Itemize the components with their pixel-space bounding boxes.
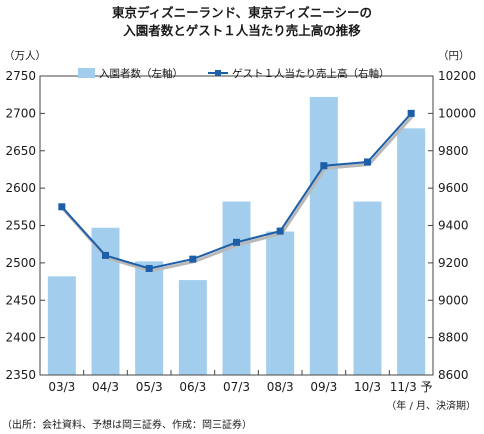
left-tick-label: 2500 — [5, 256, 36, 270]
right-tick-label: 9400 — [438, 219, 469, 233]
right-tick-label: 9200 — [438, 256, 469, 270]
left-tick-label: 2750 — [5, 69, 36, 83]
x-axis-note: （年 / 月、決済期） — [386, 399, 476, 412]
right-tick-label: 9000 — [438, 293, 469, 307]
x-tick-label: 07/3 — [223, 380, 250, 394]
bar-series — [47, 96, 426, 376]
right-tick-label: 9600 — [438, 181, 469, 195]
legend: 入園者数（左軸） ゲスト１人当たり売上高（右軸） — [78, 67, 390, 80]
bar — [353, 201, 382, 375]
bar — [91, 227, 120, 375]
left-tick-label: 2650 — [5, 144, 36, 158]
line-point — [320, 162, 328, 170]
line-point — [145, 264, 153, 272]
right-axis-ticks: 8600 8800 9000 9200 9400 9600 9800 10000 10200 — [428, 69, 476, 382]
line-point — [102, 251, 109, 259]
left-tick-label: 2550 — [5, 219, 36, 233]
left-tick-label: 2700 — [5, 106, 36, 120]
left-axis-unit: （万人） — [4, 50, 46, 62]
legend-bar-swatch — [78, 68, 95, 78]
x-tick-label: 10/3 — [354, 380, 381, 394]
line-point — [189, 255, 197, 263]
right-tick-label: 9800 — [438, 144, 469, 158]
x-tick-label: 09/3 — [310, 380, 337, 394]
x-tick-label: 11/3 予 — [390, 380, 433, 394]
bar — [222, 201, 251, 375]
left-tick-label: 2450 — [5, 293, 36, 307]
legend-bar-label: 入園者数（左軸） — [99, 67, 183, 80]
left-axis-ticks: 2350 2400 2450 2500 2550 2600 2650 2700 2750 — [5, 69, 45, 382]
left-tick-label: 2400 — [5, 331, 36, 345]
right-axis-unit: （円） — [438, 50, 470, 62]
line-point — [276, 227, 284, 235]
x-tick-label: 04/3 — [92, 380, 119, 394]
line-point — [364, 158, 371, 166]
right-tick-label: 10200 — [438, 69, 476, 83]
bar — [47, 276, 76, 375]
x-tick-label: 06/3 — [179, 380, 206, 394]
bar — [397, 128, 426, 375]
chart-title-line-2: 入園者数とゲスト１人当たり売上高の推移 — [123, 23, 361, 38]
bar — [266, 231, 295, 375]
x-tick-label: 05/3 — [136, 380, 163, 394]
bar — [178, 280, 207, 375]
x-tick-label: 03/3 — [48, 380, 75, 394]
legend-line-marker — [215, 70, 221, 76]
x-tick-label: 08/3 — [267, 380, 294, 394]
bar — [309, 96, 338, 376]
left-tick-label: 2600 — [5, 181, 36, 195]
right-tick-label: 10000 — [438, 106, 476, 120]
legend-line-label: ゲスト１人当たり売上高（右軸） — [232, 67, 390, 80]
plot-frame — [39, 75, 434, 376]
x-axis-labels: 03/3 04/3 05/3 06/3 07/3 08/3 09/3 10/3 11/3 予 — [39, 370, 433, 394]
line-point — [58, 203, 66, 211]
line-point — [233, 238, 240, 246]
right-tick-label: 8800 — [438, 331, 469, 345]
right-tick-label: 8600 — [438, 368, 469, 382]
bar — [135, 261, 164, 375]
line-series — [58, 109, 415, 273]
chart-title-line-1: 東京ディズニーランド、東京ディズニーシーの — [112, 5, 372, 20]
left-tick-label: 2350 — [5, 368, 36, 382]
source-note: （出所：会社資料、予想は岡三証券、作成：岡三証券） — [2, 418, 252, 431]
line-point — [407, 109, 415, 117]
